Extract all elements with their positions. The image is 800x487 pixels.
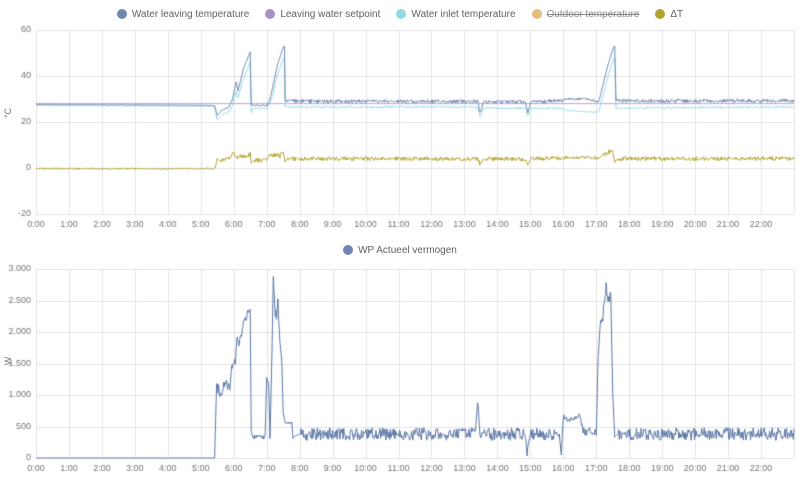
temperature-chart: Water leaving temperature Leaving water …: [0, 0, 800, 231]
legend-label: ΔT: [670, 8, 684, 20]
power-chart-plot[interactable]: [0, 261, 800, 487]
legend-label: Water inlet temperature: [411, 8, 516, 20]
y-axis-unit-label: W: [3, 356, 13, 366]
legend-item-water-inlet-temperature[interactable]: Water inlet temperature: [396, 8, 516, 20]
temperature-chart-plot[interactable]: [0, 25, 800, 231]
series-color-dot: [655, 9, 666, 19]
series-color-dot: [531, 9, 542, 19]
legend-label: WP Actueel vermogen: [358, 244, 457, 256]
legend-item-leaving-water-setpoint[interactable]: Leaving water setpoint: [265, 9, 380, 20]
legend-item-water-leaving-temperature[interactable]: Water leaving temperature: [116, 8, 250, 20]
temperature-chart-legend: Water leaving temperature Leaving water …: [0, 0, 800, 25]
series-color-dot: [343, 245, 354, 255]
legend-label: Outdoor temperature: [546, 8, 640, 20]
series-color-dot: [396, 9, 407, 19]
legend-label: Water leaving temperature: [131, 8, 250, 20]
power-chart: WP Actueel vermogen W: [0, 230, 800, 487]
legend-item-wp-actueel-vermogen[interactable]: WP Actueel vermogen: [343, 245, 457, 256]
power-chart-legend: WP Actueel vermogen: [0, 230, 800, 261]
legend-item-delta-t[interactable]: ΔT: [655, 9, 683, 20]
legend-item-outdoor-temperature[interactable]: Outdoor temperature: [531, 8, 640, 20]
legend-label: Leaving water setpoint: [280, 8, 381, 20]
series-color-dot: [265, 9, 276, 19]
series-color-dot: [116, 9, 127, 19]
y-axis-unit-label: °C: [3, 107, 13, 119]
